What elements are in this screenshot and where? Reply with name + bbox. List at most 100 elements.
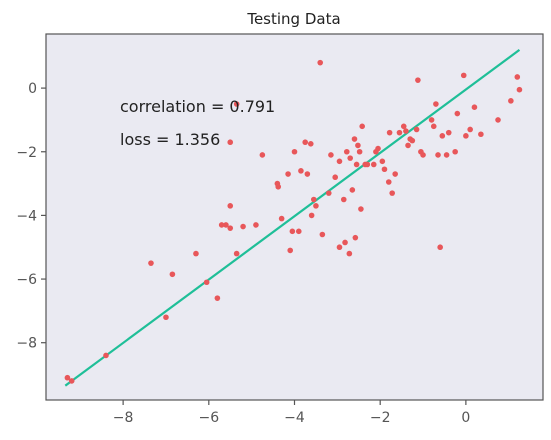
x-tick-label: −4	[284, 410, 305, 426]
data-point	[233, 101, 240, 107]
data-point	[364, 161, 371, 168]
data-point	[433, 101, 439, 107]
data-point	[287, 247, 294, 254]
data-point	[514, 74, 521, 80]
data-point	[346, 250, 353, 257]
data-point	[428, 117, 435, 123]
data-point	[403, 128, 409, 134]
data-point	[358, 206, 364, 212]
data-point	[386, 129, 393, 136]
data-point	[430, 123, 437, 130]
correlation-annotation: correlation = 0.791	[120, 97, 275, 116]
data-point	[214, 295, 221, 301]
data-point	[148, 260, 154, 266]
y-axis-ticks: 0 −2 −4 −6 −8	[16, 81, 46, 352]
data-point	[355, 142, 361, 149]
data-point	[193, 250, 199, 257]
x-tick-label: 0	[461, 410, 470, 426]
data-point	[375, 145, 381, 152]
data-point	[253, 222, 259, 228]
data-point	[445, 129, 452, 136]
y-tick-label: −2	[16, 145, 37, 161]
points-layer	[64, 59, 523, 384]
data-point	[396, 129, 403, 136]
x-tick-label: −2	[370, 410, 391, 426]
data-point	[420, 152, 426, 158]
data-point	[460, 72, 467, 79]
data-point	[325, 190, 332, 196]
data-point	[304, 171, 311, 177]
data-point	[516, 86, 523, 93]
data-point	[218, 222, 225, 228]
data-point	[415, 77, 421, 83]
data-point	[495, 117, 501, 123]
data-point	[471, 104, 478, 110]
data-point	[275, 183, 282, 190]
y-tick-label: −6	[16, 272, 37, 288]
data-point	[359, 123, 365, 130]
data-point	[435, 152, 441, 158]
data-point	[328, 152, 334, 158]
data-point	[463, 133, 469, 139]
data-point	[478, 131, 484, 138]
y-tick-label: −8	[16, 336, 37, 352]
data-point	[437, 244, 443, 251]
data-point	[336, 244, 343, 251]
data-point	[347, 155, 353, 161]
data-point	[64, 374, 71, 381]
data-point	[259, 152, 266, 158]
data-point	[352, 234, 359, 241]
data-point	[467, 126, 473, 133]
data-point	[240, 223, 246, 230]
data-point	[381, 166, 388, 173]
data-point	[289, 228, 296, 235]
data-point	[379, 158, 386, 165]
y-tick-label: 0	[28, 81, 37, 97]
data-point	[317, 59, 324, 66]
data-point	[342, 239, 348, 246]
data-point	[439, 133, 446, 139]
data-point	[310, 196, 317, 203]
data-point	[227, 225, 234, 231]
x-axis-ticks: −8 −6 −4 −2 0	[113, 400, 470, 426]
data-point	[332, 174, 339, 181]
data-point	[452, 148, 458, 155]
data-point	[203, 279, 210, 286]
data-point	[454, 110, 461, 117]
data-point	[385, 179, 392, 185]
data-point	[307, 141, 314, 147]
data-point	[400, 123, 407, 130]
data-point	[370, 161, 377, 168]
data-point	[227, 139, 234, 146]
data-point	[298, 168, 304, 174]
data-point	[508, 98, 514, 104]
data-point	[163, 314, 169, 321]
data-point	[313, 203, 319, 209]
y-tick-label: −4	[16, 208, 37, 224]
data-point	[302, 139, 309, 146]
data-point	[389, 190, 395, 196]
data-point	[336, 158, 343, 165]
chart-title: Testing Data	[246, 10, 340, 28]
data-point	[285, 171, 291, 177]
data-point	[103, 352, 109, 359]
data-point	[308, 212, 315, 219]
data-point	[340, 196, 347, 203]
data-point	[413, 126, 420, 133]
data-point	[319, 231, 326, 238]
data-point	[392, 171, 398, 177]
data-point	[409, 137, 416, 144]
fit-line	[64, 49, 521, 387]
data-point	[405, 142, 411, 149]
data-point	[356, 148, 363, 155]
data-point	[169, 271, 176, 278]
data-point	[351, 136, 358, 142]
data-point	[233, 250, 240, 257]
data-point	[291, 148, 298, 155]
data-point	[349, 187, 356, 193]
data-point	[223, 222, 229, 228]
x-tick-label: −8	[113, 410, 134, 426]
data-point	[443, 152, 450, 158]
loss-annotation: loss = 1.356	[120, 130, 220, 149]
